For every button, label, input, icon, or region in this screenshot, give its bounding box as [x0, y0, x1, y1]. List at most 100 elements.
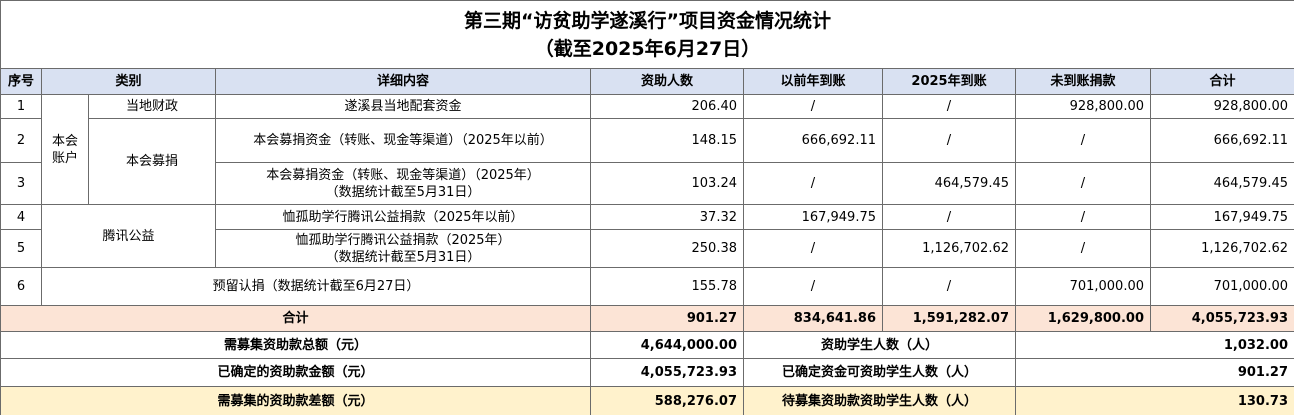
value-cell: /	[743, 229, 883, 268]
value-cell: /	[882, 94, 1016, 119]
cell-text: 928,800.00	[1069, 99, 1144, 114]
value-cell: /	[882, 267, 1016, 306]
cell-text: 167,949.75	[801, 209, 876, 225]
cell-text: 4,055,723.93	[640, 365, 737, 380]
cell-text: 腾讯公益	[102, 228, 155, 244]
row-number: 5	[0, 229, 42, 268]
value-cell: 666,692.11	[743, 118, 883, 163]
detail: 本会募捐资金（转账、现金等渠道）（2025年） （数据统计截至5月31日）	[215, 162, 591, 205]
cell-text: 1,126,702.62	[1201, 241, 1288, 256]
row-number: 6	[0, 267, 42, 306]
cell-text: 901.27	[686, 311, 737, 326]
summary-value: 4,055,723.93	[590, 358, 744, 387]
cell-text: 遂溪县当地配套资金	[344, 99, 462, 114]
cell-text: /	[946, 279, 952, 294]
cell-text: 已确定的资助款金额（元）	[217, 365, 374, 380]
cell-text: 以前年到账	[780, 74, 846, 89]
total-value: 1,629,800.00	[1015, 305, 1151, 332]
cell-text: /	[1080, 241, 1086, 256]
detail: 本会募捐资金（转账、现金等渠道）（2025年以前）	[215, 118, 591, 163]
cell-text: 928,800.00	[1213, 99, 1288, 114]
summary-label: 待募集资助款资助学生人数（人）	[743, 386, 1016, 415]
summary-value: 130.73	[1015, 386, 1294, 415]
summary-label: 需募集资助款总额（元）	[0, 331, 591, 359]
value-cell: 148.15	[590, 118, 744, 163]
header-cell: 以前年到账	[743, 68, 883, 95]
total-value: 901.27	[590, 305, 744, 332]
value-cell: /	[1015, 118, 1151, 163]
cell-text: 1,126,702.62	[922, 241, 1009, 256]
cell-text: 1,032.00	[1223, 337, 1288, 353]
header-cell: 资助人数	[590, 68, 744, 95]
total-value: 4,055,723.93	[1150, 305, 1294, 332]
cell-text: 类别	[115, 74, 142, 89]
cell-text: 未到账捐款	[1050, 74, 1116, 89]
value-cell: 206.40	[590, 94, 744, 119]
cell-text: /	[810, 279, 816, 294]
cell-text: /	[810, 99, 816, 114]
value-cell: /	[882, 204, 1016, 230]
cell-text: 5	[16, 241, 26, 256]
cell-text: 已确定资金可资助学生人数（人）	[781, 365, 977, 380]
cell-text: /	[810, 176, 816, 191]
cell-text: 666,692.11	[1213, 133, 1288, 148]
summary-label: 需募集的资助款差额（元）	[0, 386, 591, 415]
value-cell: 464,579.45	[882, 162, 1016, 205]
row-number: 1	[0, 94, 42, 119]
cell-text: 资助学生人数（人）	[820, 337, 938, 353]
value-cell: /	[1015, 204, 1151, 230]
row-number: 2	[0, 118, 42, 163]
cell-text: 3	[16, 176, 26, 191]
value-cell: 1,126,702.62	[1150, 229, 1294, 268]
category: 本会账户	[41, 94, 89, 205]
summary-label: 资助学生人数（人）	[743, 331, 1016, 359]
summary-value: 901.27	[1015, 358, 1294, 387]
cell-text: /	[1080, 133, 1086, 148]
cell-text: 37.32	[699, 209, 737, 225]
cell-text: 6	[16, 279, 26, 294]
cell-text: 588,276.07	[654, 393, 737, 409]
detail: 预留认捐（数据统计截至6月27日）	[41, 267, 591, 306]
value-cell: /	[743, 267, 883, 306]
cell-text: /	[946, 209, 952, 225]
cell-text: /	[946, 133, 952, 148]
sub-category: 本会募捐	[88, 118, 216, 205]
header-cell: 类别	[41, 68, 216, 95]
cell-text: 701,000.00	[1213, 279, 1288, 294]
cell-text: 464,579.45	[934, 176, 1009, 191]
cell-text: 序号	[7, 74, 34, 89]
value-cell: 103.24	[590, 162, 744, 205]
cell-text: 本会账户	[51, 133, 78, 166]
cell-text: /	[1080, 209, 1086, 225]
sub-category: 当地财政	[88, 94, 216, 119]
cell-text: 2	[16, 133, 26, 148]
header-cell: 未到账捐款	[1015, 68, 1151, 95]
cell-text: 901.27	[1237, 365, 1288, 380]
row-number: 4	[0, 204, 42, 230]
cell-text: 需募集资助款总额（元）	[223, 337, 367, 353]
summary-value: 1,032.00	[1015, 331, 1294, 359]
cell-text: 250.38	[691, 241, 738, 256]
summary-value: 4,644,000.00	[590, 331, 744, 359]
cell-text: 当地财政	[125, 99, 178, 114]
cell-text: 预留认捐（数据统计截至6月27日）	[212, 279, 420, 294]
value-cell: 701,000.00	[1015, 267, 1151, 306]
header-cell: 详细内容	[215, 68, 591, 95]
row-number: 3	[0, 162, 42, 205]
cell-text: 666,692.11	[801, 133, 876, 148]
cell-text: 详细内容	[376, 74, 429, 89]
cell-text: 148.15	[691, 133, 738, 148]
value-cell: 167,949.75	[1150, 204, 1294, 230]
cell-text: 1,629,800.00	[1047, 311, 1144, 326]
value-cell: 701,000.00	[1150, 267, 1294, 306]
cell-text: （数据统计截至5月31日）	[325, 184, 481, 200]
value-cell: /	[1015, 162, 1151, 205]
cell-text: 4,055,723.93	[1191, 311, 1288, 326]
cell-text: 1,591,282.07	[912, 311, 1009, 326]
detail: 恤孤助学行腾讯公益捐款（2025年） （数据统计截至5月31日）	[215, 229, 591, 268]
cell-text: （截至2025年6月27日）	[534, 37, 761, 60]
detail: 恤孤助学行腾讯公益捐款（2025年以前）	[215, 204, 591, 230]
cell-text: 4	[16, 209, 26, 225]
cell-text: 本会募捐资金（转账、现金等渠道）（2025年）	[266, 167, 540, 183]
